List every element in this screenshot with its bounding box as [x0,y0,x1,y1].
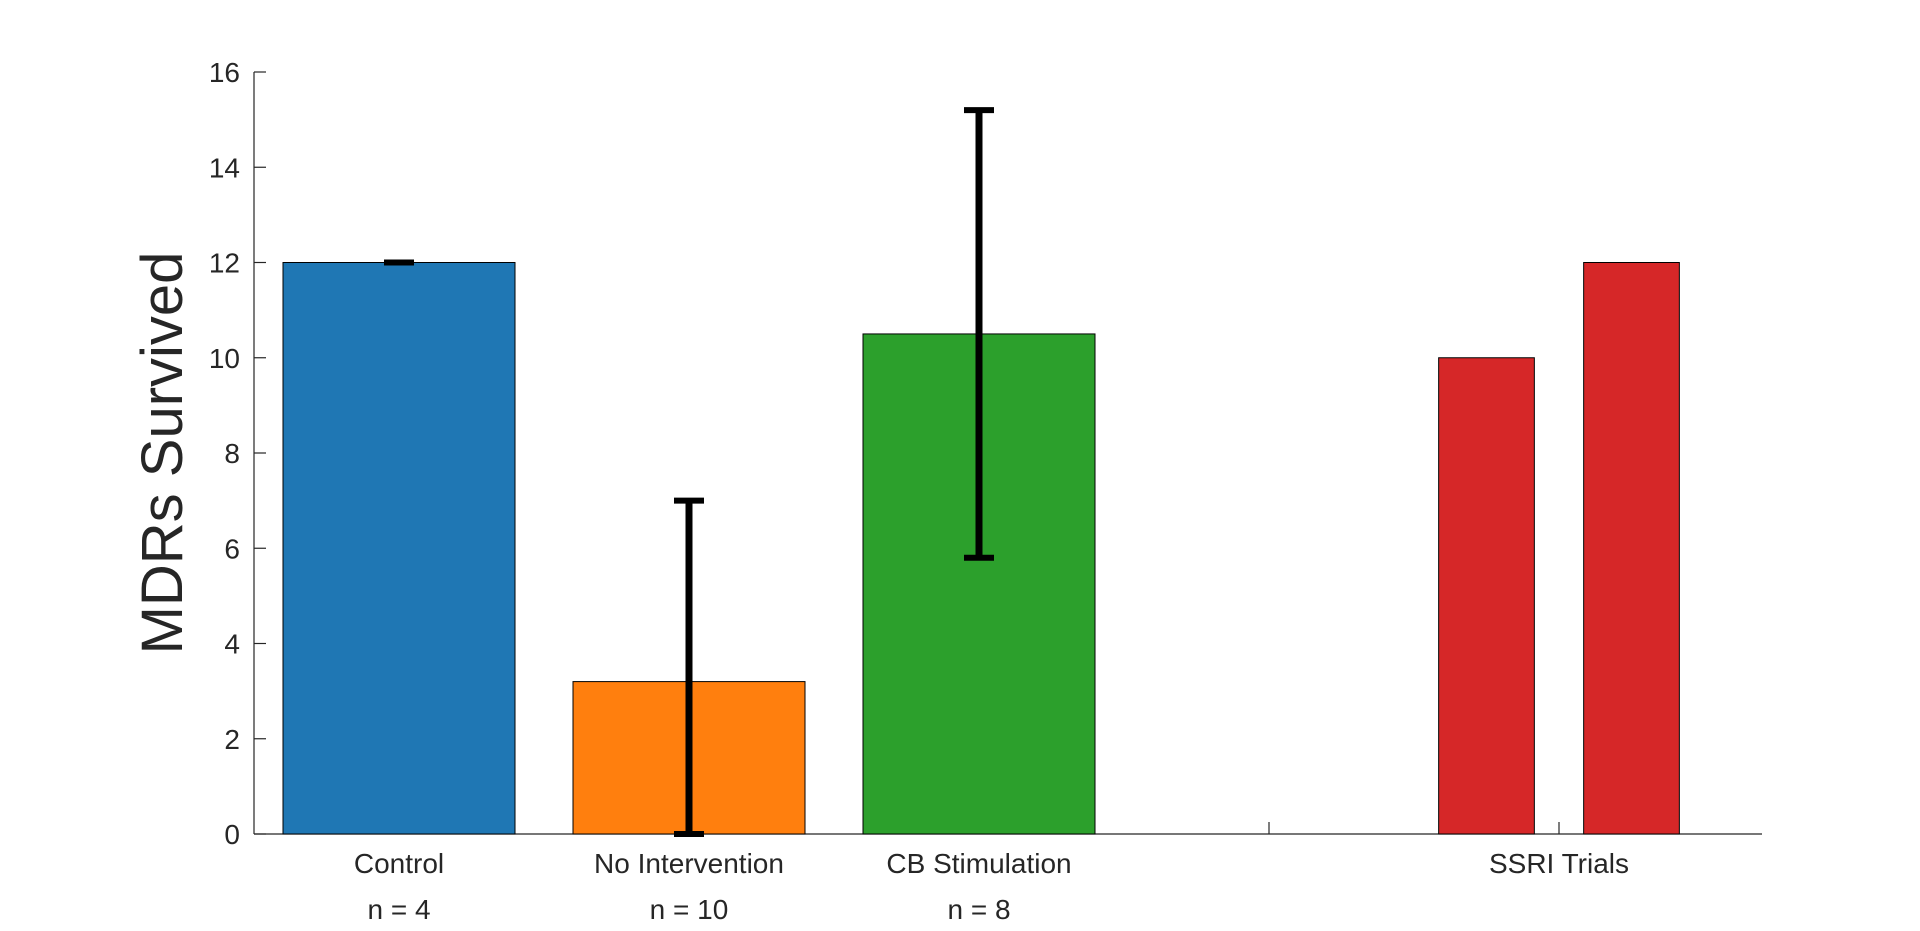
x-category-n-label: n = 8 [947,894,1010,925]
y-tick-label: 10 [209,343,240,374]
bar-ssri-trial-1 [1438,357,1535,835]
x-labels: Control n = 4 No Intervention n = 10 CB Stim… [354,848,1629,925]
x-category-n-label: n = 10 [650,894,729,925]
error-bars [384,107,994,837]
y-axis-label: MDRs Survived [130,252,195,655]
y-tick-label: 4 [224,629,240,660]
bar-ssri-trial-2 [1583,262,1680,835]
x-category-label: No Intervention [594,848,784,879]
x-category-n-label: n = 4 [367,894,430,925]
y-tick-label: 0 [224,819,240,850]
x-category-label: Control [354,848,444,879]
x-category-label: SSRI Trials [1489,848,1629,879]
y-tick-label: 8 [224,438,240,469]
x-category-label: CB Stimulation [886,848,1071,879]
y-tick-label: 16 [209,57,240,88]
bars [282,262,1680,835]
y-tick-label: 14 [209,152,240,183]
y-tick-label: 12 [209,248,240,279]
y-tick-label: 6 [224,533,240,564]
y-tick-label: 2 [224,724,240,755]
bar-control [282,262,516,835]
